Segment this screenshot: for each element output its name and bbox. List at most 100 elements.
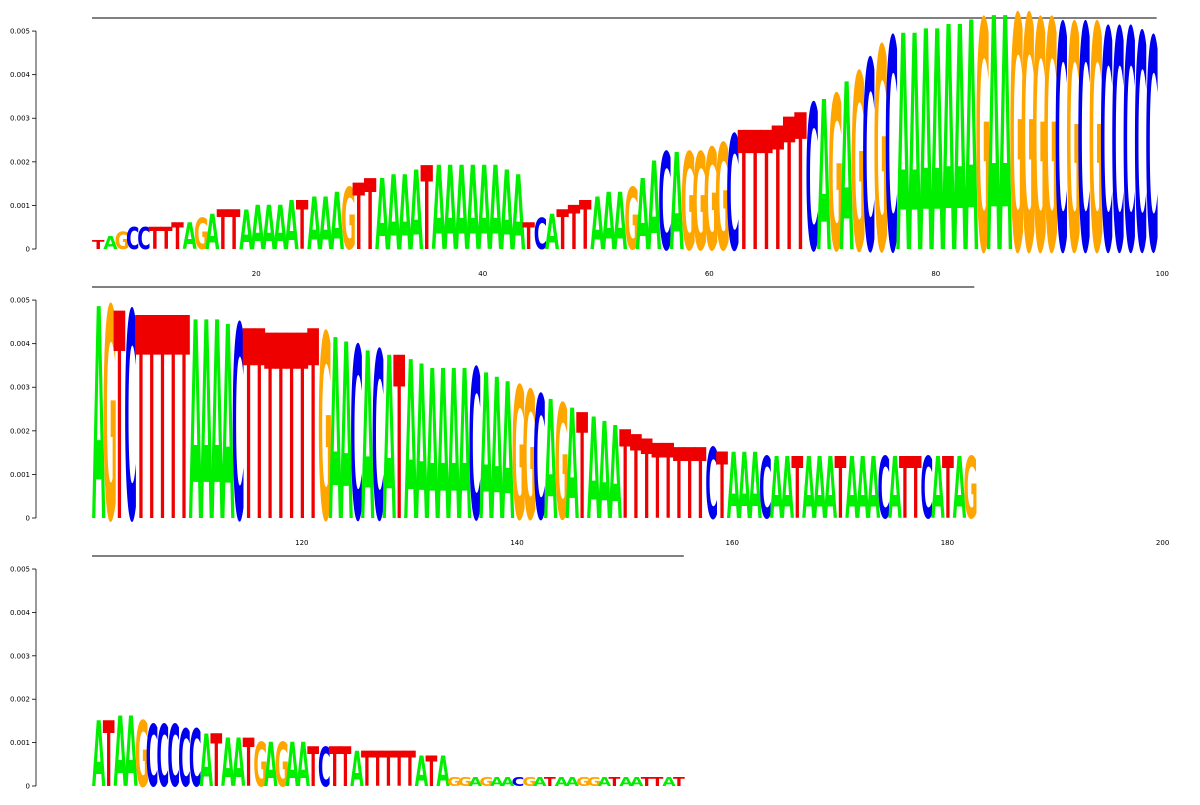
logo-letter-T: T [641, 419, 653, 545]
logo-letter-T: T [264, 284, 276, 579]
logo-letter-C: C [921, 440, 934, 538]
logo-letter-G: G [1009, 0, 1024, 325]
logo-letter-C: C [178, 714, 191, 805]
logo-letter-A: A [286, 732, 300, 801]
y-tick-label: 0 [26, 515, 30, 523]
logo-letter-A: A [404, 318, 417, 570]
x-tick-label: 160 [726, 539, 739, 547]
logo-letter-G: G [103, 248, 117, 587]
y-tick-label: 0.002 [10, 427, 30, 435]
logo-letter-C: C [1111, 0, 1124, 321]
logo-letter-A: A [930, 0, 944, 321]
logo-letter-A: A [490, 775, 504, 790]
logo-letter-T: T [372, 741, 384, 798]
logo-letter-A: A [813, 440, 827, 538]
logo-letter-G: G [512, 350, 526, 561]
logo-letter-A: A [587, 390, 600, 551]
logo-letter-A: A [727, 435, 741, 541]
y-tick-label: 0.003 [10, 384, 30, 392]
y-tick-label: 0.004 [10, 71, 31, 79]
logo-letter-A: A [383, 312, 396, 571]
logo-letter-A: A [183, 215, 198, 258]
logo-letter-T: T [652, 425, 664, 544]
logo-letter-G: G [828, 53, 843, 300]
logo-letter-A: A [386, 154, 400, 274]
logo-letter-T: T [135, 260, 147, 585]
logo-letter-A: A [636, 160, 650, 273]
logo-letter-G: G [522, 356, 536, 560]
logo-letter-G: G [704, 121, 719, 282]
logo-letter-C: C [318, 738, 331, 800]
logo-letter-G: G [964, 440, 978, 538]
logo-letter-T: T [662, 425, 674, 544]
logo-letter-T: T [791, 440, 803, 538]
logo-letter-A: A [350, 741, 363, 798]
logo-letter-T: T [157, 260, 169, 585]
logo-letter-T: T [641, 775, 654, 790]
logo-letter-G: G [1066, 0, 1081, 322]
logo-letter-A: A [602, 177, 616, 268]
x-tick-label: 40 [478, 270, 487, 278]
logo-letter-A: A [998, 0, 1012, 325]
logo-letter-A: A [239, 198, 253, 262]
logo-letter-A: A [339, 295, 352, 576]
logo-letter-G: G [318, 284, 332, 579]
logo-letter-C: C [1134, 0, 1147, 320]
logo-letter-T: T [579, 188, 592, 266]
logo-letter-C: C [705, 429, 718, 542]
logo-letter-C: C [806, 65, 819, 297]
logo-letter-T: T [794, 76, 806, 294]
x-tick-label: 20 [252, 270, 261, 278]
logo-letter-A: A [232, 726, 246, 803]
logo-letter-T: T [217, 198, 230, 262]
logo-letter-T: T [228, 198, 241, 262]
logo-letter-A: A [619, 775, 633, 790]
logo-letter-T: T [296, 284, 308, 579]
logo-letter-A: A [598, 396, 612, 550]
logo-letter-C: C [1123, 0, 1136, 321]
logo-letter-C: C [469, 328, 482, 568]
y-tick-label: 0.002 [10, 696, 30, 704]
logo-letter-A: A [319, 183, 333, 267]
logo-letter-G: G [692, 127, 707, 281]
logo-letter-C: C [1145, 0, 1158, 318]
logo-letter-T: T [544, 775, 557, 790]
logo-letter-A: A [953, 0, 967, 322]
x-tick-label: 80 [931, 270, 940, 278]
logo-letter-T: T [171, 215, 184, 258]
logo-letter-T: T [353, 166, 366, 271]
logo-letter-T: T [695, 429, 707, 542]
logo-letter-A: A [840, 38, 854, 304]
logo-letter-T: T [253, 277, 265, 580]
logo-letter-A: A [398, 154, 412, 274]
logo-letter-A: A [781, 440, 795, 538]
logo-letter-A: A [630, 775, 644, 790]
logo-letter-G: G [874, 0, 889, 315]
logo-letter-G: G [458, 775, 472, 790]
logo-letter-A: A [931, 440, 945, 538]
logo-letter-A: A [511, 154, 525, 274]
logo-letter-A: A [488, 144, 502, 277]
logo-letter-A: A [662, 775, 676, 790]
logo-letter-T: T [619, 407, 631, 547]
logo-letter-G: G [681, 127, 696, 281]
logo-letter-A: A [264, 732, 278, 801]
logo-letter-T: T [910, 440, 922, 538]
logo-letter-C: C [146, 708, 159, 805]
logo-letter-C: C [124, 254, 137, 586]
logo-letter-A: A [845, 440, 859, 538]
logo-letter-G: G [975, 0, 990, 324]
logo-letter-A: A [598, 775, 612, 790]
logo-letter-T: T [568, 193, 581, 263]
logo-letter-C: C [137, 221, 150, 256]
logo-letter-A: A [443, 144, 457, 277]
y-tick-label: 0.005 [10, 566, 30, 574]
logo-letter-T: T [92, 238, 105, 252]
logo-letter-T: T [178, 260, 190, 585]
logo-letter-T: T [942, 440, 954, 538]
logo-letter-C: C [877, 440, 890, 538]
y-tick-label: 0.001 [10, 471, 30, 479]
logo-letter-G: G [1032, 0, 1047, 324]
logo-letter-A: A [907, 0, 921, 320]
